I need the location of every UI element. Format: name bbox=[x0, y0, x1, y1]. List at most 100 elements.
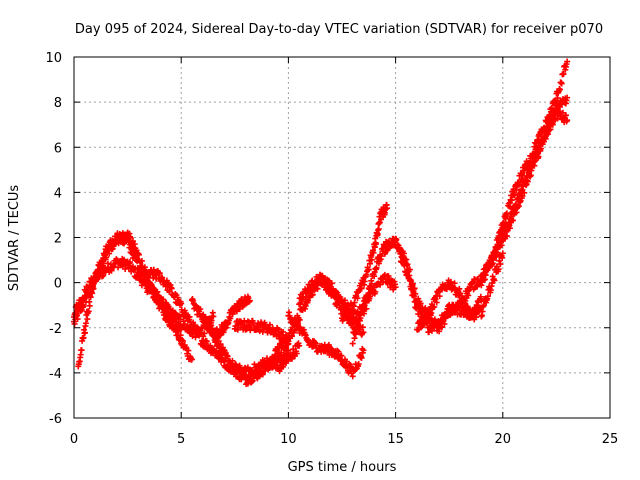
data-point-marker bbox=[293, 350, 300, 357]
data-point-marker bbox=[564, 117, 571, 124]
data-point-marker bbox=[441, 320, 448, 327]
y-tick-label: 2 bbox=[54, 232, 62, 247]
data-point-marker bbox=[341, 297, 348, 304]
data-point-marker bbox=[367, 283, 374, 290]
data-point-marker bbox=[256, 367, 263, 374]
data-point-marker bbox=[403, 256, 410, 263]
data-point-marker bbox=[296, 342, 303, 349]
data-point-marker bbox=[98, 262, 105, 269]
data-point-marker bbox=[427, 312, 434, 319]
data-point-marker bbox=[412, 290, 419, 297]
data-point-marker bbox=[143, 278, 150, 285]
data-point-marker bbox=[108, 245, 115, 252]
data-point-marker bbox=[177, 332, 184, 339]
data-point-marker bbox=[178, 300, 185, 307]
data-point-marker bbox=[521, 167, 528, 174]
data-point-marker bbox=[535, 153, 542, 160]
x-tick-label: 10 bbox=[280, 432, 297, 447]
data-point-marker bbox=[297, 300, 304, 307]
data-point-marker bbox=[288, 333, 295, 340]
data-point-marker bbox=[464, 303, 471, 310]
data-point-marker bbox=[86, 302, 93, 309]
data-point-marker bbox=[348, 308, 355, 315]
data-point-marker bbox=[368, 280, 375, 287]
y-axis-label: SDTVAR / TECUs bbox=[7, 185, 22, 292]
data-point-marker bbox=[154, 288, 161, 295]
data-point-marker bbox=[431, 304, 438, 311]
data-point-marker bbox=[406, 272, 413, 279]
data-point-marker bbox=[72, 310, 79, 317]
data-point-marker bbox=[508, 215, 515, 222]
data-point-marker bbox=[406, 266, 413, 273]
data-point-marker bbox=[285, 340, 292, 347]
data-point-marker bbox=[188, 356, 195, 363]
data-point-marker bbox=[282, 336, 289, 343]
data-point-marker bbox=[556, 86, 563, 93]
satellite-track-6 bbox=[203, 293, 253, 342]
data-point-marker bbox=[537, 145, 544, 152]
data-point-marker bbox=[227, 315, 234, 322]
data-point-marker bbox=[531, 158, 538, 165]
data-point-marker bbox=[447, 278, 454, 285]
data-point-marker bbox=[355, 361, 362, 368]
data-point-marker bbox=[366, 260, 373, 267]
data-point-marker bbox=[186, 313, 193, 320]
data-point-marker bbox=[378, 253, 385, 260]
data-point-marker bbox=[370, 249, 377, 256]
data-point-marker bbox=[365, 291, 372, 298]
data-point-marker bbox=[376, 219, 383, 226]
data-point-marker bbox=[421, 321, 428, 328]
chart-title: Day 095 of 2024, Sidereal Day-to-day VTE… bbox=[75, 22, 603, 37]
data-point-marker bbox=[357, 315, 364, 322]
data-point-marker bbox=[279, 339, 286, 346]
data-point-marker bbox=[172, 290, 179, 297]
data-point-marker bbox=[508, 197, 515, 204]
data-point-marker bbox=[197, 330, 204, 337]
data-point-marker bbox=[358, 354, 365, 361]
data-point-marker bbox=[168, 285, 175, 292]
data-point-marker bbox=[85, 286, 92, 293]
x-tick-label: 20 bbox=[495, 432, 512, 447]
data-point-marker bbox=[81, 329, 88, 336]
data-point-marker bbox=[550, 115, 557, 122]
data-point-marker bbox=[94, 273, 101, 280]
data-point-marker bbox=[163, 277, 170, 284]
data-point-marker bbox=[545, 127, 552, 134]
data-point-marker bbox=[505, 224, 512, 231]
data-point-marker bbox=[80, 334, 87, 341]
satellite-track-13 bbox=[381, 235, 506, 323]
data-point-marker bbox=[224, 353, 231, 360]
x-tick-label: 15 bbox=[387, 432, 404, 447]
data-point-marker bbox=[355, 322, 362, 329]
data-point-marker bbox=[352, 331, 359, 338]
data-point-marker bbox=[456, 285, 463, 292]
data-point-marker bbox=[519, 187, 526, 194]
data-point-marker bbox=[134, 258, 141, 265]
data-point-marker bbox=[436, 328, 443, 335]
data-point-marker bbox=[524, 177, 531, 184]
data-point-marker bbox=[439, 324, 446, 331]
y-tick-label: -6 bbox=[49, 412, 62, 427]
satellite-track-11 bbox=[339, 201, 391, 324]
satellite-track-9 bbox=[285, 309, 367, 380]
data-point-marker bbox=[126, 259, 133, 266]
data-point-marker bbox=[285, 347, 292, 354]
y-tick-label: -2 bbox=[49, 322, 62, 337]
data-point-marker bbox=[511, 191, 518, 198]
data-points bbox=[71, 58, 571, 388]
data-point-marker bbox=[294, 318, 301, 325]
data-point-marker bbox=[449, 309, 456, 316]
data-point-marker bbox=[118, 231, 125, 238]
data-point-marker bbox=[101, 251, 108, 258]
data-point-marker bbox=[428, 327, 435, 334]
data-point-marker bbox=[84, 316, 91, 323]
data-point-marker bbox=[409, 280, 416, 287]
data-point-marker bbox=[411, 285, 418, 292]
data-point-marker bbox=[203, 338, 210, 345]
data-point-marker bbox=[495, 266, 502, 273]
data-point-marker bbox=[373, 264, 380, 271]
satellite-track-10 bbox=[296, 271, 367, 338]
satellite-track-16 bbox=[489, 94, 571, 264]
data-point-marker bbox=[122, 266, 129, 273]
data-point-marker bbox=[351, 335, 358, 342]
